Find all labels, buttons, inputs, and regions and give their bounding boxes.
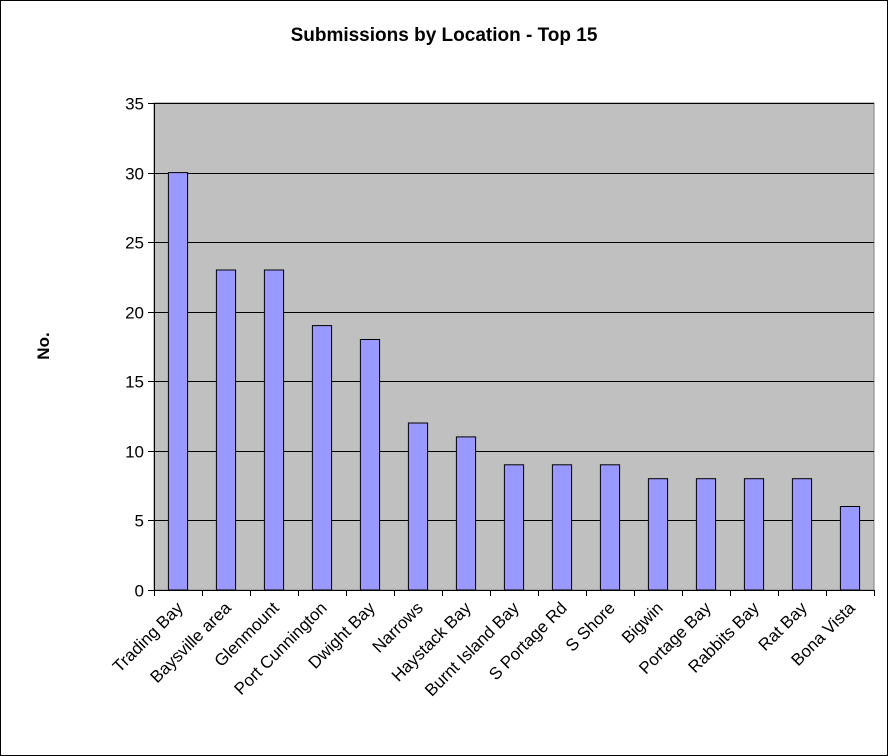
y-tick-label: 35	[125, 95, 144, 114]
bar	[695, 478, 717, 591]
y-tick-label: 0	[135, 582, 144, 601]
y-tick-label: 15	[125, 373, 144, 392]
bar	[743, 478, 765, 591]
bar	[839, 506, 861, 591]
bar	[311, 325, 333, 591]
bar	[167, 172, 189, 591]
y-tick-label: 25	[125, 234, 144, 253]
bar	[407, 422, 429, 591]
bar	[263, 269, 285, 591]
y-tick-label: 20	[125, 304, 144, 323]
chart-title: Submissions by Location - Top 15	[291, 25, 598, 46]
y-tick-labels: 0 5 10 15 20 25 30 35	[125, 95, 144, 601]
bar	[215, 269, 237, 591]
y-tick-label: 10	[125, 443, 144, 462]
bar	[647, 478, 669, 591]
bar	[455, 436, 477, 591]
axes	[148, 103, 875, 596]
bar	[599, 464, 621, 591]
x-tick-label: S Shore	[562, 598, 619, 655]
bars	[167, 172, 861, 591]
bar	[551, 464, 573, 591]
bar	[503, 464, 525, 591]
bar	[359, 339, 381, 591]
y-tick-label: 30	[125, 165, 144, 184]
y-axis-label: No.	[34, 332, 53, 359]
bar	[791, 478, 813, 591]
y-tick-label: 5	[135, 512, 144, 531]
